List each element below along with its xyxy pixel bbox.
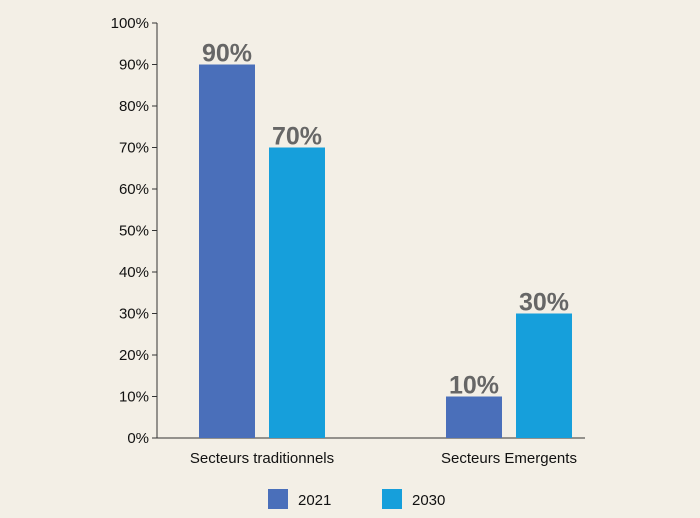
y-tick-label: 60% — [119, 181, 149, 198]
legend-label-2021: 2021 — [298, 492, 331, 509]
x-category-label: Secteurs traditionnels — [190, 450, 334, 467]
y-tick-label: 40% — [119, 264, 149, 281]
y-tick-label: 20% — [119, 347, 149, 364]
y-tick-label: 100% — [111, 15, 149, 32]
bar-2021-2 — [446, 396, 502, 438]
legend: 2021 2030 — [268, 489, 445, 509]
bar-2021-1 — [199, 64, 255, 438]
y-tick-label: 70% — [119, 140, 149, 157]
bar-2030-1 — [269, 147, 325, 438]
legend-swatch-2021 — [268, 489, 288, 509]
legend-swatch-2030 — [382, 489, 402, 509]
y-tick-label: 0% — [127, 430, 149, 447]
bars: 90% 70% 10% 30% — [199, 40, 572, 438]
x-category-label: Secteurs Emergents — [441, 450, 577, 467]
data-label-2021-2: 10% — [449, 372, 499, 400]
y-tick-label: 50% — [119, 223, 149, 240]
bar-2030-2 — [516, 313, 572, 438]
axes: 0% 10% 20% 30% 40% 50% 60% 70% 80% 90% 100% Secteur… — [111, 15, 585, 467]
y-tick-label: 80% — [119, 98, 149, 115]
y-tick-label: 10% — [119, 389, 149, 406]
y-tick-label: 30% — [119, 306, 149, 323]
data-label-2030-1: 70% — [272, 123, 322, 151]
y-tick-label: 90% — [119, 57, 149, 74]
data-label-2021-1: 90% — [202, 40, 252, 68]
data-label-2030-2: 30% — [519, 289, 569, 317]
legend-label-2030: 2030 — [412, 492, 445, 509]
